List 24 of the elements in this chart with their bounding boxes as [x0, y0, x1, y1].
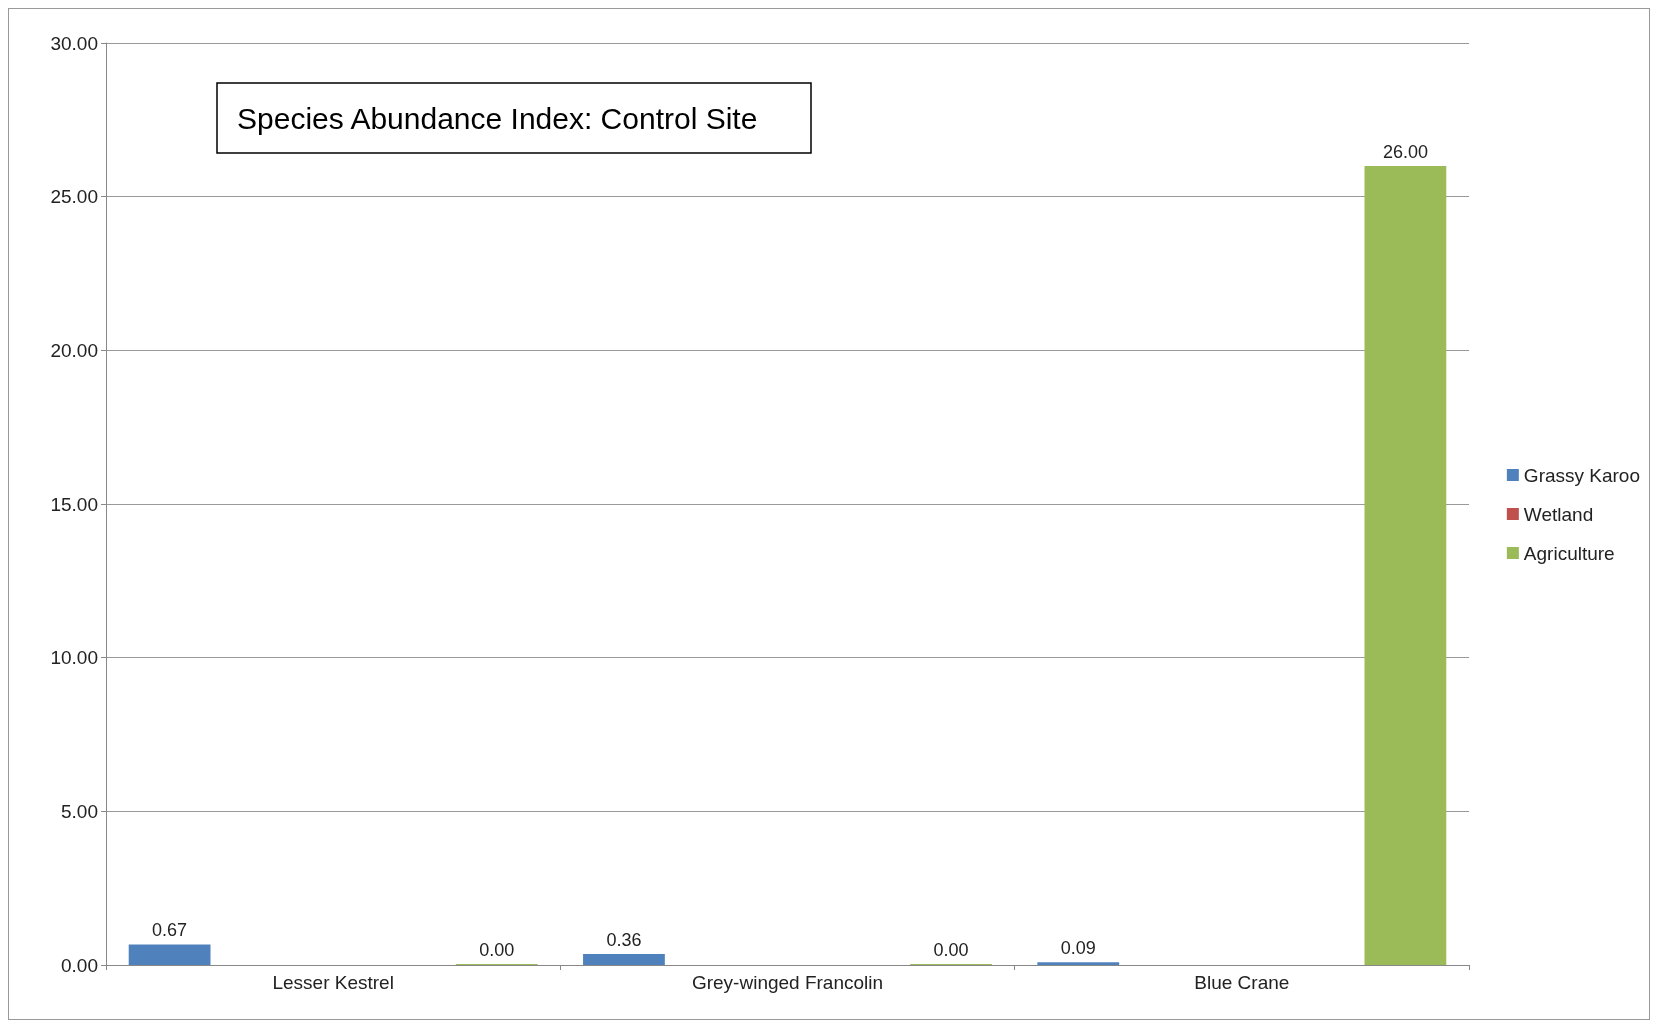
legend-label: Wetland [1523, 503, 1594, 525]
data-label: 26.00 [1382, 141, 1428, 162]
x-tick-label: Grey-winged Francolin [691, 972, 884, 993]
text: Species Abundance Index: Control Site [237, 101, 758, 135]
data-label: 0.00 [479, 940, 515, 960]
y-tick-label: 20.00 [50, 339, 98, 361]
x-tick-label: Blue Crane [1194, 972, 1290, 993]
y-tick-label: 10.00 [50, 647, 98, 669]
data-label: 0.67 [152, 920, 188, 941]
data-label: 0.09 [1060, 938, 1096, 959]
y-tick-label: 15.00 [50, 493, 98, 515]
bar [1364, 165, 1447, 965]
y-tick-label: 30.00 [50, 32, 98, 54]
bar [1037, 962, 1120, 965]
legend-label: Agriculture [1523, 542, 1615, 564]
bar [583, 953, 665, 965]
y-tick-label: 0.00 [61, 954, 98, 976]
y-tick-label: 25.00 [50, 186, 98, 208]
x-tick-label: Lesser Kestrel [272, 972, 394, 993]
data-label: 0.36 [606, 929, 642, 950]
data-label: 0.00 [933, 940, 969, 960]
bar [128, 944, 211, 965]
legend-label: Grassy Karoo [1523, 464, 1640, 486]
y-tick-label: 5.00 [61, 800, 98, 822]
